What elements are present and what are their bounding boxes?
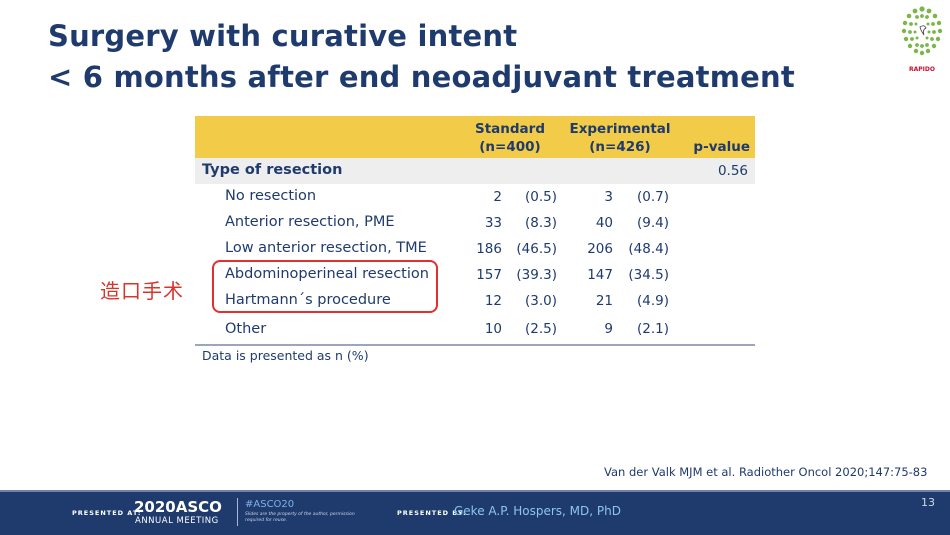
experimental-n: 147 [587, 267, 613, 283]
experimental-n: 40 [595, 215, 613, 231]
header-experimental-label: Experimental [569, 121, 671, 137]
row-label: No resection [225, 188, 317, 204]
footer-divider [0, 490, 950, 492]
experimental-pct: (2.1) [636, 321, 669, 337]
asco-meeting-text: ANNUAL MEETING [135, 516, 219, 526]
section-pvalue: 0.56 [717, 163, 748, 179]
header-pvalue: p-value [693, 139, 750, 155]
table-row: No resection 2 (0.5) 3 (0.7) [195, 184, 755, 210]
standard-n: 186 [476, 241, 502, 257]
experimental-pct: (34.5) [628, 267, 669, 283]
experimental-pct: (4.9) [636, 293, 669, 309]
header-standard-label: Standard [475, 121, 545, 137]
section-label: Type of resection [202, 162, 343, 178]
slide-number: 13 [921, 496, 935, 509]
standard-n: 33 [484, 215, 502, 231]
standard-n: 157 [476, 267, 502, 283]
standard-pct: (2.5) [524, 321, 557, 337]
resection-table: Standard (n=400) Experimental (n=426) p-… [195, 116, 755, 346]
title-line-2: < 6 months after end neoadjuvant treatme… [48, 60, 795, 94]
table-bottom-rule [195, 344, 755, 346]
header-experimental: Experimental (n=426) [560, 120, 680, 156]
annotation-text: 造口手术 [100, 279, 184, 303]
header-standard: Standard (n=400) [465, 120, 555, 156]
experimental-pct: (48.4) [628, 241, 669, 257]
experimental-n: 9 [604, 321, 613, 337]
slide-title: Surgery with curative intent < 6 months … [48, 16, 868, 98]
standard-n: 10 [484, 321, 502, 337]
row-label: Anterior resection, PME [225, 214, 395, 230]
table-row: Hartmann´s procedure 12 (3.0) 21 (4.9) [195, 288, 755, 314]
rapido-logo: RAPIDO [897, 3, 947, 75]
standard-pct: (0.5) [524, 189, 557, 205]
experimental-pct: (0.7) [636, 189, 669, 205]
header-experimental-n: (n=426) [589, 139, 651, 155]
standard-n: 12 [484, 293, 502, 309]
slide-ownership-note: Slides are the property of the author, p… [245, 512, 355, 523]
asco-logo-text: 2020ASCO [134, 498, 222, 516]
citation: Van der Valk MJM et al. Radiother Oncol … [604, 465, 928, 479]
footer-bar: PRESENTED AT: 2020ASCO ANNUAL MEETING #A… [0, 490, 950, 535]
row-label: Low anterior resection, TME [225, 240, 427, 256]
standard-pct: (8.3) [524, 215, 557, 231]
row-label: Other [225, 321, 267, 337]
experimental-n: 3 [604, 189, 613, 205]
table-header: Standard (n=400) Experimental (n=426) p-… [195, 116, 755, 158]
table-row: Other 10 (2.5) 9 (2.1) [195, 314, 755, 344]
table-footnote: Data is presented as n (%) [202, 348, 369, 363]
presenter-name: Geke A.P. Hospers, MD, PhD [454, 504, 621, 518]
logo-label: RAPIDO [909, 66, 935, 73]
section-row: Type of resection 0.56 [195, 158, 755, 184]
experimental-n: 206 [587, 241, 613, 257]
rapido-logo-icon [901, 6, 943, 56]
standard-pct: (46.5) [516, 241, 557, 257]
row-label: Hartmann´s procedure [225, 292, 391, 308]
presented-at-label: PRESENTED AT: [72, 509, 142, 517]
table-row: Abdominoperineal resection 157 (39.3) 14… [195, 262, 755, 288]
title-line-1: Surgery with curative intent [48, 19, 518, 53]
experimental-pct: (9.4) [636, 215, 669, 231]
footer-vertical-divider [237, 498, 238, 526]
standard-pct: (3.0) [524, 293, 557, 309]
table-row: Anterior resection, PME 33 (8.3) 40 (9.4… [195, 210, 755, 236]
annotation-highlight-box [212, 260, 438, 313]
standard-n: 2 [493, 189, 502, 205]
header-standard-n: (n=400) [479, 139, 541, 155]
table-row: Low anterior resection, TME 186 (46.5) 2… [195, 236, 755, 262]
standard-pct: (39.3) [516, 267, 557, 283]
hashtag: #ASCO20 [245, 499, 295, 510]
row-label: Abdominoperineal resection [225, 266, 429, 282]
experimental-n: 21 [595, 293, 613, 309]
presented-by-label: PRESENTED BY: [397, 509, 467, 517]
